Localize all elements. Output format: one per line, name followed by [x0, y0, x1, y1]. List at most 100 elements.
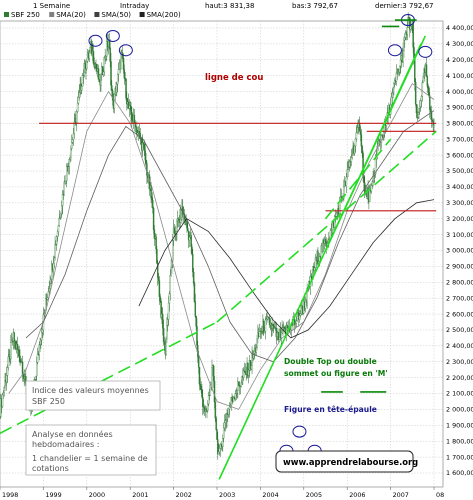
candle: [69, 157, 71, 160]
y-tick-label: 2 100,00: [446, 390, 473, 398]
candle: [187, 228, 189, 232]
candle: [234, 393, 237, 399]
candle: [230, 397, 232, 406]
candle: [167, 319, 169, 326]
candle: [151, 197, 153, 201]
candle: [169, 275, 171, 294]
candle: [97, 68, 100, 80]
candle: [81, 86, 83, 91]
candle: [48, 288, 50, 292]
candle: [299, 313, 302, 316]
candle: [313, 267, 316, 271]
candle: [4, 379, 6, 388]
x-tick-label: 2004: [262, 491, 278, 499]
y-tick-label: 2 000,00: [446, 406, 473, 414]
candle: [34, 379, 36, 381]
candle: [84, 63, 86, 74]
candle: [116, 83, 118, 93]
candle: [369, 189, 371, 202]
y-tick-label: 1 700,00: [446, 453, 473, 461]
y-tick-label: 4 400,00: [446, 24, 473, 32]
candle: [390, 97, 393, 105]
candle: [264, 319, 267, 332]
candle: [425, 64, 428, 77]
y-tick-label: 2 800,00: [446, 278, 473, 286]
candle: [354, 138, 357, 147]
candle: [41, 332, 43, 341]
candle: [243, 370, 246, 372]
candle: [372, 176, 374, 182]
x-tick-label: 2001: [132, 491, 148, 499]
candle: [162, 313, 164, 329]
candle: [407, 17, 409, 28]
legend-swatch: [139, 12, 145, 17]
candle: [217, 451, 220, 455]
header-dernier: dernier:3 792,67: [375, 2, 433, 10]
candle: [53, 257, 55, 264]
candle: [35, 362, 38, 377]
candle: [258, 331, 261, 337]
index-info-box: Indice des valeurs moyennes SBF 250: [25, 380, 161, 411]
legend-entry: SMA(200): [147, 11, 181, 19]
candle: [237, 381, 240, 386]
candle: [300, 305, 303, 315]
candle: [226, 413, 228, 420]
candle: [191, 246, 193, 255]
candle: [158, 280, 161, 297]
candle: [286, 325, 288, 331]
candle: [235, 393, 237, 395]
candle: [177, 218, 180, 220]
candle: [10, 342, 12, 360]
x-tick-label: 2005: [306, 491, 322, 499]
candle: [430, 111, 433, 121]
y-tick-label: 3 400,00: [446, 183, 473, 191]
candle: [56, 231, 59, 237]
candle: [172, 240, 174, 261]
x-tick-label: 2007: [393, 491, 409, 499]
candle: [197, 356, 200, 368]
pattern-circles: [88, 14, 433, 457]
candle: [160, 301, 162, 318]
candle: [193, 283, 196, 302]
trend-line: [324, 138, 392, 220]
candle: [399, 59, 402, 67]
y-tick-label: 3 900,00: [446, 104, 473, 112]
candle: [357, 126, 359, 128]
y-tick-label: 2 200,00: [446, 374, 473, 382]
candle: [420, 96, 423, 101]
candle: [143, 143, 146, 151]
candle: [275, 327, 277, 337]
candle: [70, 148, 72, 158]
y-tick-label: 2 400,00: [446, 342, 473, 350]
candle: [131, 114, 133, 121]
candle: [46, 297, 49, 300]
candle: [81, 75, 84, 87]
candle: [136, 132, 139, 135]
candle: [231, 397, 233, 402]
candle: [78, 92, 81, 98]
candle: [414, 81, 417, 105]
candle: [22, 374, 25, 378]
candle: [66, 166, 68, 182]
candle: [194, 301, 197, 317]
candle: [200, 386, 202, 391]
candle: [330, 229, 333, 231]
candle: [130, 106, 132, 115]
legend-entry: SMA(50): [101, 11, 131, 19]
y-tick-label: 3 300,00: [446, 199, 473, 207]
candle: [152, 207, 155, 230]
y-tick-label: 2 300,00: [446, 358, 473, 366]
candle: [260, 330, 262, 332]
candle: [76, 103, 79, 112]
candle: [250, 365, 252, 370]
candle: [237, 381, 239, 391]
candle: [59, 217, 61, 219]
legend-entry: SBF 250: [11, 11, 40, 19]
x-tick-label: 08: [436, 491, 444, 499]
candle: [199, 384, 202, 387]
candle: [432, 121, 434, 128]
candle: [213, 380, 216, 403]
y-tick-label: 3 000,00: [446, 247, 473, 255]
candle: [206, 410, 208, 412]
candle: [378, 140, 380, 144]
